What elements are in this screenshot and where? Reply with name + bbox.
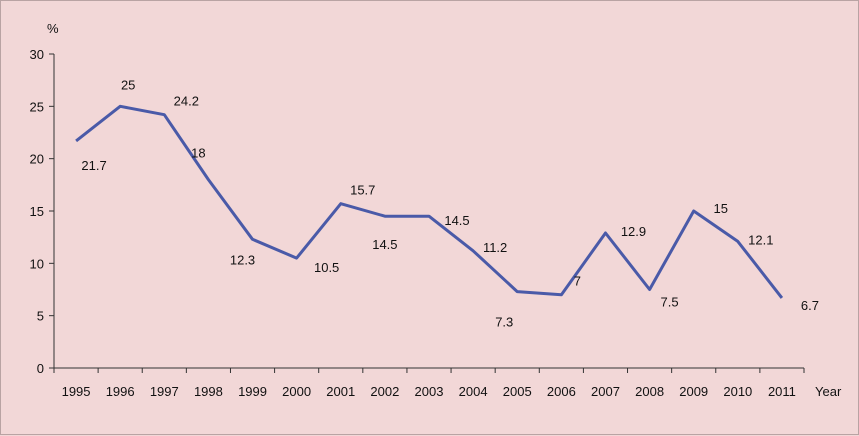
x-tick-label: 2001 — [326, 384, 355, 399]
data-label: 6.7 — [801, 298, 819, 313]
x-tick-label: 2009 — [679, 384, 708, 399]
y-tick-label: 0 — [37, 361, 44, 376]
x-tick-label: 2004 — [459, 384, 488, 399]
x-tick-label: 2010 — [723, 384, 752, 399]
y-ticks: 0 5 10 15 20 25 30 — [30, 47, 54, 376]
x-tick-label: 2002 — [370, 384, 399, 399]
x-tick-label: 2005 — [503, 384, 532, 399]
data-label: 24.2 — [174, 94, 199, 109]
x-tick-label: 2011 — [768, 384, 796, 399]
x-tick-label: 1997 — [150, 384, 179, 399]
data-label: 21.7 — [81, 158, 106, 173]
data-labels: 21.7 25 24.2 18 12.3 10.5 15.7 14.5 14.5 11.2 7.3 7… — [81, 77, 819, 329]
x-tick-label: 2003 — [415, 384, 444, 399]
data-label: 7.5 — [661, 295, 679, 310]
data-label: 12.9 — [621, 224, 646, 239]
y-axis-unit: % — [47, 21, 59, 36]
data-label: 12.1 — [748, 232, 773, 247]
data-label: 12.3 — [230, 252, 255, 267]
axes — [53, 54, 804, 369]
x-tick-label: 1999 — [238, 384, 267, 399]
data-label: 18 — [191, 146, 205, 161]
y-tick-label: 30 — [30, 47, 44, 62]
data-label: 15 — [713, 201, 727, 216]
data-label: 7.3 — [495, 315, 513, 330]
data-label: 14.5 — [444, 213, 469, 228]
data-label: 11.2 — [483, 240, 507, 255]
x-tick-label: 1998 — [194, 384, 223, 399]
x-tick-label: 2008 — [635, 384, 664, 399]
x-tick-label: 1996 — [106, 384, 135, 399]
y-tick-label: 10 — [30, 256, 44, 271]
data-label: 10.5 — [314, 260, 339, 275]
x-tick-label: 1995 — [62, 384, 91, 399]
data-label: 14.5 — [372, 237, 397, 252]
y-tick-label: 25 — [30, 99, 44, 114]
series-line — [75, 104, 784, 299]
y-tick-label: 5 — [37, 309, 44, 324]
x-axis-label: Year — [815, 384, 842, 399]
data-label: 25 — [121, 77, 135, 92]
x-ticks: 1995 1996 1997 1998 1999 2000 2001 2002 2003 2004… — [53, 368, 805, 399]
y-tick-label: 15 — [30, 204, 44, 219]
data-label: 7 — [574, 274, 581, 289]
x-tick-label: 2000 — [282, 384, 311, 399]
y-tick-label: 20 — [30, 152, 44, 167]
data-label: 15.7 — [350, 183, 375, 198]
x-tick-label: 2007 — [591, 384, 620, 399]
x-tick-label: 2006 — [547, 384, 576, 399]
